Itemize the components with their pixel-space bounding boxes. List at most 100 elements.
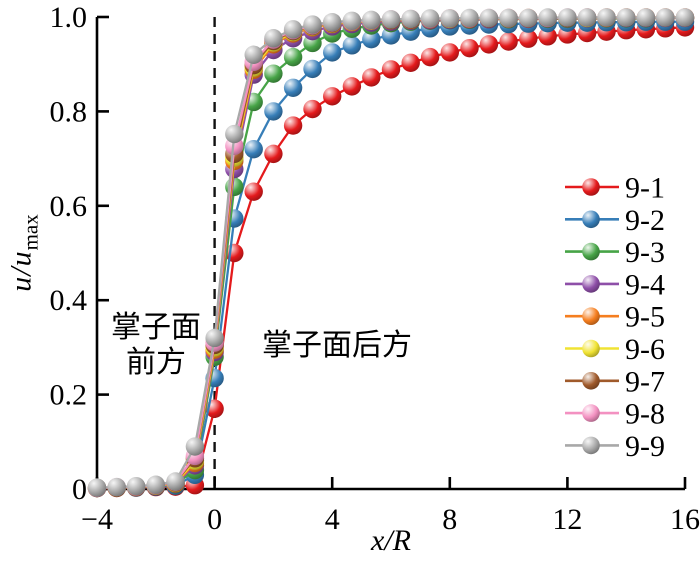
legend-marker-9-2 (582, 210, 600, 229)
legend-label-9-1: 9-1 (625, 172, 665, 205)
legend-marker-9-7 (582, 372, 600, 390)
marker-9-9 (401, 9, 420, 29)
marker-9-2 (323, 43, 342, 62)
marker-9-2 (283, 78, 303, 98)
y-tick-label: 0.4 (50, 284, 88, 317)
y-axis-label-subscript: max (18, 214, 43, 251)
legend-label-9-8: 9-8 (625, 398, 665, 431)
series-9-1 (87, 18, 695, 498)
marker-9-9 (675, 8, 695, 27)
marker-9-9 (166, 472, 185, 491)
legend-item-9-9: 9-9 (565, 430, 665, 463)
marker-9-9 (381, 10, 401, 29)
y-tick-label: 1.0 (50, 1, 88, 34)
legend-label-9-6: 9-6 (625, 333, 665, 366)
legend-marker-9-5 (582, 307, 600, 326)
y-axis-label-main: u/u (4, 250, 38, 292)
y-tick-label: 0.6 (50, 190, 88, 223)
marker-9-1 (538, 27, 557, 46)
marker-9-9 (107, 477, 126, 497)
marker-9-9 (283, 20, 303, 39)
marker-9-1 (362, 68, 381, 87)
marker-9-3 (283, 47, 303, 67)
x-tick-label: −4 (81, 503, 113, 536)
marker-9-1 (401, 53, 420, 72)
annotation-ahead-line1: 掌子面 (111, 311, 201, 344)
marker-9-9 (460, 8, 479, 28)
marker-9-9 (264, 29, 283, 48)
marker-9-1 (420, 47, 440, 67)
marker-9-9 (636, 8, 656, 27)
series-9-2 (87, 12, 695, 498)
axes (95, 15, 687, 491)
marker-9-9 (617, 8, 636, 27)
marker-9-9 (420, 9, 440, 28)
marker-9-1 (303, 99, 322, 119)
marker-9-1 (381, 60, 401, 79)
legend-item-9-5: 9-5 (565, 301, 665, 334)
legend-item-9-1: 9-1 (565, 172, 665, 205)
marker-9-9 (479, 8, 499, 28)
legend-item-9-2: 9-2 (565, 204, 665, 237)
marker-9-1 (264, 144, 283, 164)
legend-marker-9-3 (582, 242, 600, 261)
x-tick-label: 0 (207, 503, 222, 536)
marker-9-9 (362, 10, 381, 30)
legend: 9-19-29-39-49-59-69-79-89-9 (565, 172, 665, 463)
legend-label-9-7: 9-7 (625, 365, 665, 398)
legend-marker-9-6 (582, 339, 600, 358)
x-tick-label: 16 (670, 503, 700, 536)
legend-marker-9-1 (582, 178, 600, 196)
x-axis-label: x/R (371, 524, 411, 557)
marker-9-1 (342, 77, 362, 96)
marker-9-9 (538, 8, 557, 27)
series-9-3 (87, 8, 695, 498)
marker-9-1 (479, 35, 499, 54)
marker-9-2 (303, 59, 322, 79)
marker-9-9 (126, 476, 146, 496)
series-9-9 (87, 8, 695, 497)
marker-9-2 (362, 29, 381, 49)
marker-9-9 (225, 124, 244, 144)
marker-9-9 (440, 9, 459, 28)
marker-9-9 (656, 8, 675, 27)
marker-9-9 (205, 328, 224, 348)
legend-label-9-5: 9-5 (625, 301, 665, 334)
legend-marker-9-8 (582, 404, 600, 422)
marker-9-1 (244, 182, 263, 201)
y-axis-label: u/umax (5, 214, 44, 292)
annotation-ahead-line2: 前方 (126, 346, 186, 379)
y-tick-label: 0.2 (50, 379, 88, 412)
x-tick-label: 12 (552, 503, 582, 536)
legend-label-9-2: 9-2 (625, 204, 665, 237)
marker-9-2 (264, 102, 283, 121)
marker-9-9 (146, 475, 165, 494)
legend-label-9-3: 9-3 (625, 236, 665, 269)
marker-9-9 (323, 12, 342, 32)
marker-9-9 (597, 8, 616, 27)
marker-9-1 (519, 29, 538, 48)
x-tick-label: 4 (325, 503, 340, 536)
marker-9-9 (519, 8, 538, 28)
marker-9-9 (185, 437, 205, 456)
marker-9-9 (87, 478, 107, 497)
marker-9-9 (342, 11, 362, 30)
legend-item-9-7: 9-7 (565, 365, 665, 398)
legend-item-9-3: 9-3 (565, 236, 665, 269)
marker-9-9 (558, 8, 577, 27)
legend-item-9-4: 9-4 (565, 268, 665, 301)
marker-9-1 (499, 32, 518, 51)
legend-label-9-9: 9-9 (625, 430, 665, 463)
annotation-behind-face: 掌子面后方 (262, 329, 412, 362)
marker-9-1 (323, 87, 342, 106)
y-tick-label: 0.8 (50, 95, 88, 128)
legend-item-9-8: 9-8 (565, 398, 665, 431)
marker-9-9 (577, 8, 597, 27)
marker-9-2 (342, 36, 362, 55)
x-tick-label: 8 (442, 503, 457, 536)
marker-9-2 (244, 139, 263, 159)
legend-item-9-6: 9-6 (565, 333, 665, 366)
y-tick-label: 0 (72, 473, 87, 506)
